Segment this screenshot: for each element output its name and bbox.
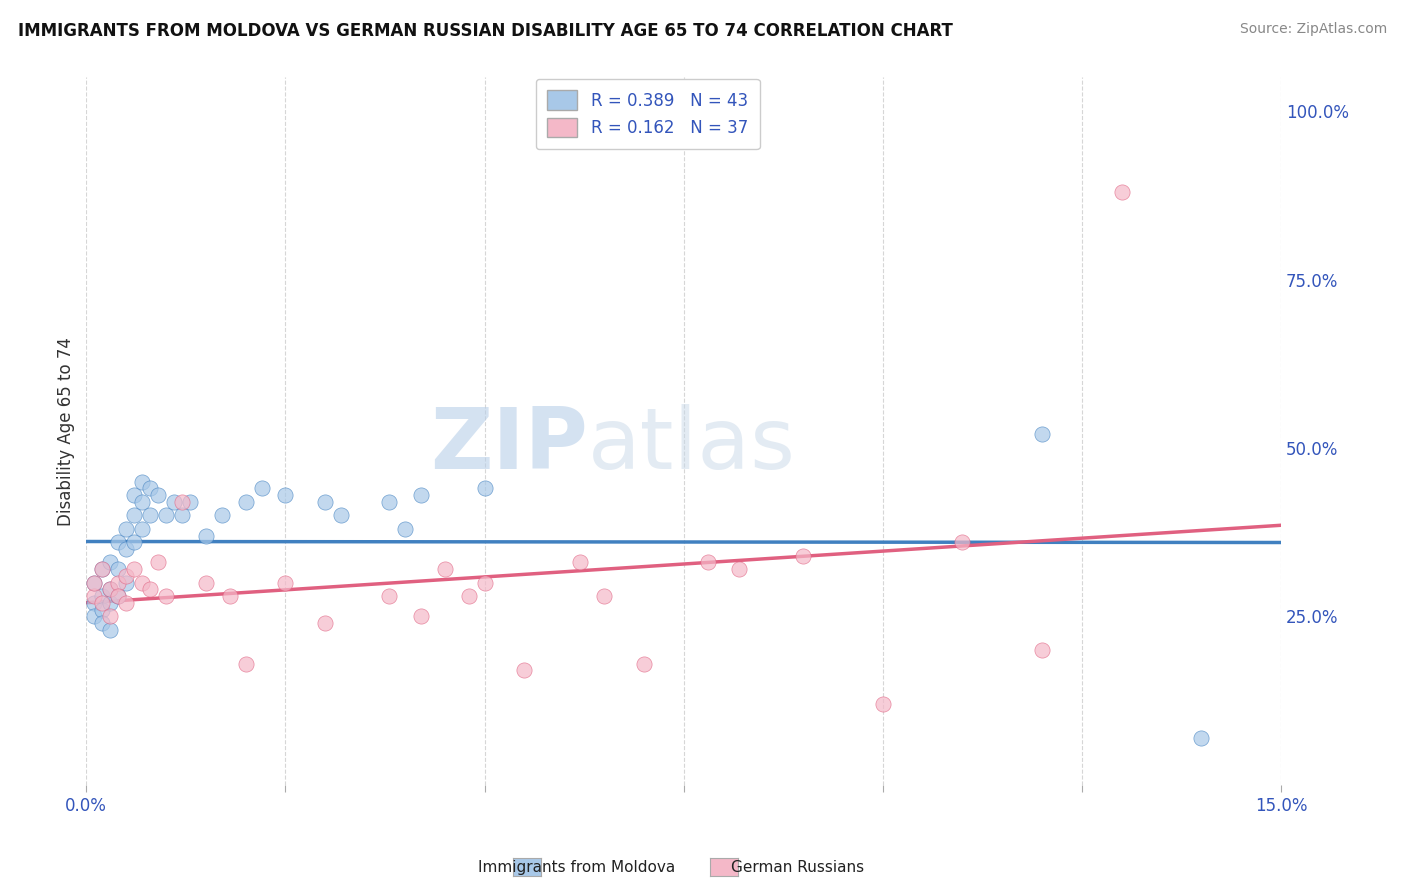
Point: [146, 488, 169, 502]
Point: [91, 589, 114, 603]
Point: [83, 575, 105, 590]
Point: [131, 475, 153, 489]
Point: [274, 488, 297, 502]
Point: [146, 556, 169, 570]
Point: [409, 488, 432, 502]
Point: [131, 522, 153, 536]
Point: [728, 562, 751, 576]
Point: [1189, 731, 1212, 745]
Point: [792, 549, 814, 563]
Point: [115, 596, 138, 610]
Point: [218, 589, 240, 603]
Point: [163, 495, 186, 509]
Point: [433, 562, 456, 576]
Y-axis label: Disability Age 65 to 74: Disability Age 65 to 74: [58, 336, 75, 525]
Point: [98, 623, 121, 637]
Point: [83, 575, 105, 590]
Point: [115, 522, 138, 536]
Point: [107, 589, 129, 603]
Point: [139, 481, 162, 495]
Point: [115, 575, 138, 590]
Point: [513, 663, 536, 677]
Point: [474, 575, 496, 590]
Text: Source: ZipAtlas.com: Source: ZipAtlas.com: [1240, 22, 1388, 37]
Point: [107, 589, 129, 603]
Point: [1031, 427, 1053, 442]
Point: [378, 589, 401, 603]
Point: [139, 508, 162, 523]
Point: [122, 488, 145, 502]
Point: [394, 522, 416, 536]
Point: [457, 589, 479, 603]
Point: [91, 602, 114, 616]
Point: [139, 582, 162, 597]
Point: [83, 596, 105, 610]
Point: [170, 508, 193, 523]
Point: [593, 589, 616, 603]
Point: [83, 609, 105, 624]
Point: [107, 535, 129, 549]
Point: [91, 596, 114, 610]
Point: [950, 535, 973, 549]
Point: [107, 562, 129, 576]
Point: [98, 556, 121, 570]
Point: [378, 495, 401, 509]
Point: [872, 697, 894, 711]
Point: [569, 556, 592, 570]
Point: [235, 495, 257, 509]
Point: [274, 575, 297, 590]
Point: [131, 575, 153, 590]
Point: [98, 582, 121, 597]
Point: [170, 495, 193, 509]
Point: [107, 575, 129, 590]
Point: [98, 582, 121, 597]
Point: [250, 481, 273, 495]
Point: [474, 481, 496, 495]
Point: [194, 528, 217, 542]
Text: ZIP: ZIP: [430, 404, 588, 487]
Point: [115, 569, 138, 583]
Point: [155, 508, 177, 523]
Text: atlas: atlas: [588, 404, 796, 487]
Point: [91, 562, 114, 576]
Point: [409, 609, 432, 624]
Text: Immigrants from Moldova: Immigrants from Moldova: [478, 860, 675, 874]
Point: [314, 495, 336, 509]
Point: [155, 589, 177, 603]
Point: [83, 589, 105, 603]
Point: [98, 609, 121, 624]
Point: [235, 657, 257, 671]
Point: [330, 508, 353, 523]
Point: [115, 541, 138, 556]
Legend: R = 0.389   N = 43, R = 0.162   N = 37: R = 0.389 N = 43, R = 0.162 N = 37: [536, 78, 759, 149]
Text: German Russians: German Russians: [731, 860, 865, 874]
Point: [91, 562, 114, 576]
Point: [211, 508, 233, 523]
Point: [91, 616, 114, 631]
Point: [696, 556, 718, 570]
Point: [98, 596, 121, 610]
Point: [1031, 643, 1053, 657]
Point: [122, 535, 145, 549]
Point: [633, 657, 655, 671]
Point: [131, 495, 153, 509]
Point: [122, 508, 145, 523]
Point: [1111, 185, 1133, 199]
Text: IMMIGRANTS FROM MOLDOVA VS GERMAN RUSSIAN DISABILITY AGE 65 TO 74 CORRELATION CH: IMMIGRANTS FROM MOLDOVA VS GERMAN RUSSIA…: [18, 22, 953, 40]
Point: [122, 562, 145, 576]
Point: [314, 616, 336, 631]
Point: [179, 495, 201, 509]
Point: [194, 575, 217, 590]
